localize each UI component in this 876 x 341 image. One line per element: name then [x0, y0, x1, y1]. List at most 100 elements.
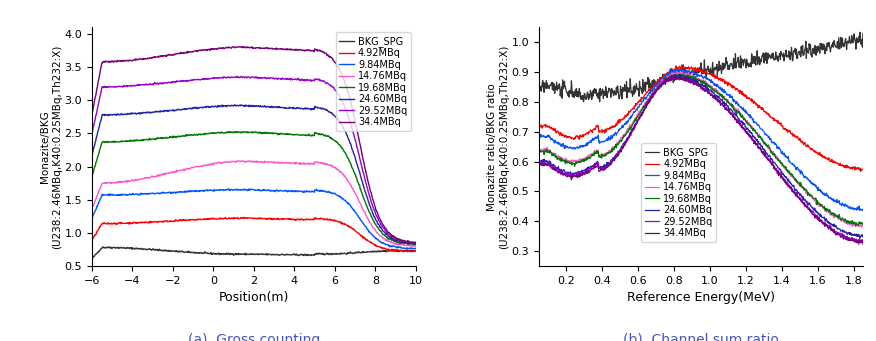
- 9.84MBq: [234, 188, 244, 192]
- 14.76MBq: [747, 126, 758, 130]
- BKG_SPG: [331, 252, 342, 256]
- 4.92MBq: [331, 219, 342, 223]
- 14.76MBq: [237, 159, 247, 163]
- X-axis label: Position(m): Position(m): [219, 291, 289, 304]
- 24.60MBq: [855, 236, 865, 240]
- Line: 9.84MBq: 9.84MBq: [92, 189, 416, 249]
- 19.68MBq: [858, 221, 868, 225]
- 9.84MBq: [87, 216, 97, 220]
- 14.76MBq: [87, 206, 97, 210]
- 4.92MBq: [787, 132, 797, 136]
- BKG_SPG: [145, 247, 155, 251]
- 4.92MBq: [170, 219, 180, 223]
- 29.52MBq: [533, 160, 544, 164]
- 19.68MBq: [613, 142, 624, 146]
- 19.68MBq: [279, 132, 289, 136]
- 24.60MBq: [625, 131, 635, 135]
- 14.76MBq: [787, 172, 797, 176]
- BKG_SPG: [171, 250, 181, 254]
- 19.68MBq: [533, 149, 544, 153]
- Y-axis label: Monazite ratio/BKG ratio
(U238:2.46MBq,K40:0.25MBq,Th232:X): Monazite ratio/BKG ratio (U238:2.46MBq,K…: [487, 44, 509, 249]
- 34.4MBq: [411, 240, 421, 244]
- Line: 34.4MBq: 34.4MBq: [92, 47, 416, 243]
- BKG_SPG: [625, 85, 636, 89]
- 14.76MBq: [533, 147, 544, 151]
- 14.76MBq: [856, 225, 866, 229]
- Line: 14.76MBq: 14.76MBq: [92, 161, 416, 246]
- 9.84MBq: [787, 161, 797, 165]
- 29.52MBq: [411, 240, 421, 244]
- Legend: BKG_SPG, 4.92MBq, 9.84MBq, 14.76MBq, 19.68MBq, 24.60MBq, 29.52MBq, 34.4MBq: BKG_SPG, 4.92MBq, 9.84MBq, 14.76MBq, 19.…: [336, 32, 411, 131]
- 24.60MBq: [674, 72, 684, 76]
- 14.76MBq: [858, 223, 868, 227]
- 14.76MBq: [279, 161, 289, 165]
- Line: 24.60MBq: 24.60MBq: [539, 74, 863, 238]
- Line: 24.60MBq: 24.60MBq: [92, 105, 416, 244]
- 29.52MBq: [858, 240, 868, 244]
- 34.4MBq: [170, 52, 180, 56]
- 34.4MBq: [613, 154, 624, 158]
- Line: 19.68MBq: 19.68MBq: [92, 132, 416, 245]
- 4.92MBq: [676, 63, 687, 67]
- Text: (b)  Channel sum ratio: (b) Channel sum ratio: [623, 333, 779, 341]
- 29.52MBq: [787, 187, 797, 191]
- BKG_SPG: [87, 256, 97, 261]
- 29.52MBq: [613, 151, 624, 155]
- Legend: BKG_SPG, 4.92MBq, 9.84MBq, 14.76MBq, 19.68MBq, 24.60MBq, 29.52MBq, 34.4MBq: BKG_SPG, 4.92MBq, 9.84MBq, 14.76MBq, 19.…: [641, 143, 717, 242]
- 9.84MBq: [613, 130, 624, 134]
- Line: 14.76MBq: 14.76MBq: [539, 72, 863, 227]
- 14.76MBq: [331, 167, 342, 171]
- BKG_SPG: [234, 252, 244, 256]
- 14.76MBq: [826, 211, 837, 216]
- 34.4MBq: [858, 242, 868, 246]
- 14.76MBq: [411, 244, 421, 248]
- 19.68MBq: [233, 130, 244, 134]
- Line: 9.84MBq: 9.84MBq: [539, 69, 863, 211]
- BKG_SPG: [279, 253, 289, 257]
- 24.60MBq: [331, 116, 342, 120]
- 14.76MBq: [304, 162, 314, 166]
- 24.60MBq: [87, 154, 97, 158]
- 34.4MBq: [87, 112, 97, 116]
- 9.84MBq: [826, 197, 837, 201]
- 14.76MBq: [636, 108, 646, 112]
- 34.4MBq: [787, 188, 797, 192]
- 14.76MBq: [625, 124, 635, 129]
- 4.92MBq: [855, 169, 865, 174]
- 34.4MBq: [533, 163, 544, 167]
- 19.68MBq: [671, 72, 682, 76]
- BKG_SPG: [411, 249, 421, 253]
- 24.60MBq: [747, 132, 758, 136]
- 24.60MBq: [411, 241, 421, 246]
- 4.92MBq: [858, 167, 868, 172]
- 9.84MBq: [304, 189, 314, 193]
- 34.4MBq: [853, 242, 864, 246]
- BKG_SPG: [637, 87, 647, 91]
- 29.52MBq: [625, 131, 635, 135]
- 19.68MBq: [331, 140, 342, 144]
- 24.60MBq: [304, 107, 314, 111]
- 34.4MBq: [228, 45, 238, 49]
- BKG_SPG: [858, 31, 868, 35]
- 29.52MBq: [87, 132, 97, 136]
- 9.84MBq: [279, 189, 289, 193]
- 34.4MBq: [410, 241, 420, 246]
- 4.92MBq: [279, 217, 289, 221]
- Line: 34.4MBq: 34.4MBq: [539, 77, 863, 244]
- 4.92MBq: [411, 249, 421, 253]
- 9.84MBq: [677, 67, 688, 71]
- 34.4MBq: [636, 113, 646, 117]
- Line: 4.92MBq: 4.92MBq: [539, 65, 863, 172]
- 34.4MBq: [234, 45, 244, 49]
- 9.84MBq: [636, 102, 646, 106]
- 29.52MBq: [170, 80, 180, 84]
- 4.92MBq: [625, 110, 635, 114]
- 34.4MBq: [279, 47, 289, 51]
- 29.52MBq: [826, 227, 837, 231]
- X-axis label: Reference Energy(MeV): Reference Energy(MeV): [627, 291, 775, 304]
- 4.92MBq: [533, 123, 544, 127]
- 19.68MBq: [410, 243, 420, 247]
- 24.60MBq: [234, 103, 244, 107]
- BKG_SPG: [103, 245, 114, 249]
- 4.92MBq: [233, 217, 244, 221]
